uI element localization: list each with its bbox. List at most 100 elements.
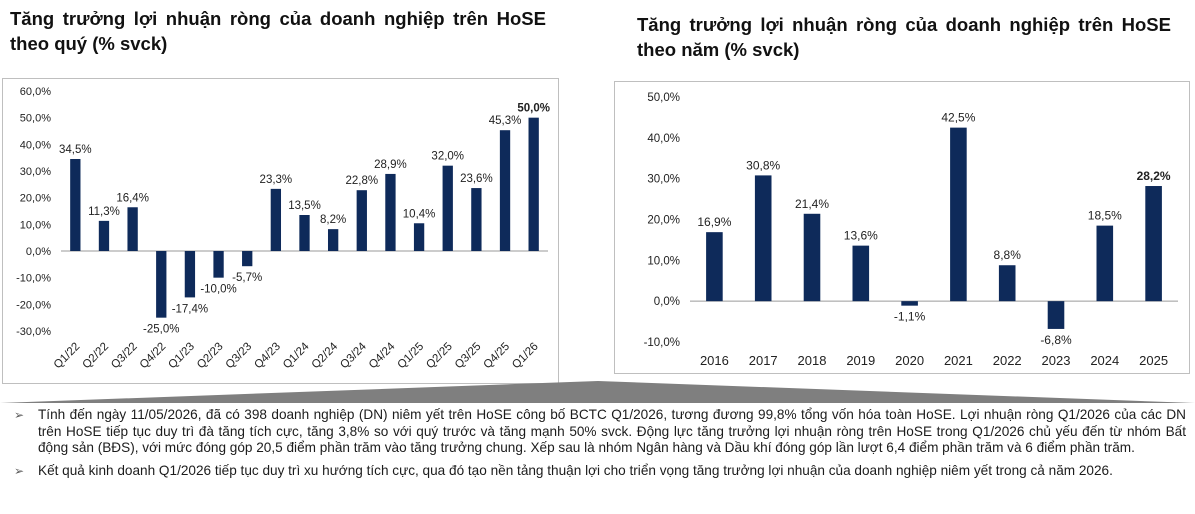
data-label: -5,7% bbox=[232, 272, 262, 284]
quarterly-chart-title: Tăng trưởng lợi nhuận ròng của doanh ngh… bbox=[10, 8, 546, 54]
y-tick-label: -20,0% bbox=[16, 299, 51, 311]
data-label: 22,8% bbox=[345, 175, 378, 187]
category-label: Q1/22 bbox=[52, 341, 83, 372]
y-tick-label: 60,0% bbox=[20, 86, 51, 98]
category-label: Q1/23 bbox=[166, 341, 197, 372]
y-tick-label: 50,0% bbox=[647, 92, 680, 104]
y-tick-label: 40,0% bbox=[20, 139, 51, 151]
bar bbox=[213, 251, 224, 278]
category-label: Q4/25 bbox=[482, 341, 513, 372]
annual-chart-panel: -10,0% 0,0% 10,0% 20,0% 30,0% 40,0% 50,0% 16,9%… bbox=[614, 81, 1190, 374]
data-label: 23,3% bbox=[260, 174, 293, 186]
data-label: 28,2% bbox=[1137, 169, 1171, 183]
bar bbox=[471, 188, 482, 251]
y-tick-label: 10,0% bbox=[20, 219, 51, 231]
bar bbox=[950, 127, 967, 302]
bar bbox=[442, 165, 453, 251]
category-label: 2024 bbox=[1090, 353, 1119, 368]
data-label: -10,0% bbox=[200, 284, 236, 296]
category-label: 2023 bbox=[1042, 353, 1071, 368]
note-item: ➢ Kết quả kinh doanh Q1/2026 tiếp tục du… bbox=[14, 463, 1186, 480]
bar bbox=[270, 188, 282, 251]
y-tick-label: 30,0% bbox=[20, 166, 51, 178]
data-label: -1,1% bbox=[894, 310, 926, 324]
y-tick-label: 30,0% bbox=[647, 174, 680, 186]
category-label: 2017 bbox=[749, 353, 778, 368]
bar bbox=[803, 213, 821, 302]
category-label: Q2/24 bbox=[310, 340, 341, 371]
y-tick-label: 40,0% bbox=[647, 133, 680, 145]
category-label: Q3/23 bbox=[224, 341, 255, 372]
arrow-bullet-icon: ➢ bbox=[14, 463, 25, 478]
bar bbox=[299, 215, 310, 251]
bar bbox=[1145, 186, 1162, 302]
category-label: Q4/22 bbox=[138, 341, 169, 372]
category-label: 2025 bbox=[1139, 353, 1168, 368]
data-label: 10,4% bbox=[403, 208, 436, 220]
category-label: Q4/23 bbox=[252, 341, 283, 372]
note-text: Kết quả kinh doanh Q1/2026 tiếp tục duy … bbox=[38, 462, 1113, 478]
note-item: ➢ Tính đến ngày 11/05/2026, đã có 398 do… bbox=[14, 407, 1186, 457]
annual-growth-chart: -10,0% 0,0% 10,0% 20,0% 30,0% 40,0% 50,0% 16,9%… bbox=[644, 92, 1178, 368]
annual-chart-title: Tăng trưởng lợi nhuận ròng của doanh ngh… bbox=[637, 14, 1171, 60]
y-tick-label: 20,0% bbox=[20, 193, 51, 205]
bar bbox=[242, 251, 253, 267]
category-label: 2019 bbox=[846, 353, 875, 368]
bar bbox=[1096, 225, 1114, 302]
bar bbox=[184, 251, 196, 298]
data-label: -17,4% bbox=[172, 303, 208, 315]
category-label: 2016 bbox=[700, 353, 729, 368]
category-label: Q4/24 bbox=[367, 340, 398, 371]
category-label: 2018 bbox=[798, 353, 827, 368]
bar bbox=[385, 173, 396, 251]
data-label: 8,2% bbox=[320, 214, 346, 226]
data-label: 16,4% bbox=[116, 192, 149, 204]
category-label: Q2/23 bbox=[195, 341, 226, 372]
data-label: 28,9% bbox=[374, 159, 407, 171]
commentary-notes: ➢ Tính đến ngày 11/05/2026, đã có 398 do… bbox=[14, 407, 1186, 485]
data-label: 21,4% bbox=[795, 197, 829, 211]
arrow-bullet-icon: ➢ bbox=[14, 408, 25, 422]
data-label: -6,8% bbox=[1040, 333, 1072, 347]
category-label: Q3/25 bbox=[453, 341, 484, 372]
section-divider bbox=[0, 381, 1195, 403]
y-tick-label: 50,0% bbox=[20, 113, 51, 125]
bar bbox=[70, 159, 81, 251]
bar bbox=[413, 223, 425, 251]
bar bbox=[127, 207, 138, 251]
data-label: 45,3% bbox=[489, 115, 522, 127]
data-label: 23,6% bbox=[460, 173, 493, 185]
data-label: 18,5% bbox=[1088, 209, 1122, 223]
bar bbox=[901, 301, 918, 306]
category-label: 2021 bbox=[944, 353, 973, 368]
y-tick-label: -30,0% bbox=[16, 326, 51, 338]
data-label: 13,5% bbox=[288, 200, 321, 212]
bar bbox=[998, 265, 1016, 302]
category-label: Q3/22 bbox=[109, 341, 140, 372]
bar bbox=[1047, 301, 1065, 329]
category-label: Q1/24 bbox=[281, 340, 312, 371]
data-label: 16,9% bbox=[697, 215, 731, 229]
category-label: Q1/26 bbox=[510, 341, 541, 372]
bar bbox=[499, 130, 511, 251]
quarterly-growth-chart: -30,0% -20,0% -10,0% 0,0% 10,0% 20,0% 30,0% 40,… bbox=[16, 86, 550, 372]
bar bbox=[98, 220, 110, 251]
bar bbox=[356, 190, 367, 251]
data-label: 50,0% bbox=[517, 103, 550, 115]
bar bbox=[852, 245, 870, 302]
y-tick-label: 10,0% bbox=[647, 255, 680, 267]
data-label: 34,5% bbox=[59, 144, 92, 156]
category-label: 2022 bbox=[993, 353, 1022, 368]
y-tick-label: 0,0% bbox=[654, 296, 680, 308]
category-label: Q3/24 bbox=[338, 340, 369, 371]
y-tick-label: 20,0% bbox=[647, 215, 680, 227]
category-label: Q2/22 bbox=[80, 341, 111, 372]
category-label: 2020 bbox=[895, 353, 924, 368]
bar bbox=[706, 232, 723, 302]
y-tick-label: -10,0% bbox=[644, 337, 680, 349]
y-tick-label: -10,0% bbox=[16, 273, 51, 285]
bar bbox=[754, 175, 772, 302]
data-label: 11,3% bbox=[88, 206, 120, 218]
y-tick-label: 0,0% bbox=[26, 246, 51, 258]
bar bbox=[528, 117, 539, 251]
